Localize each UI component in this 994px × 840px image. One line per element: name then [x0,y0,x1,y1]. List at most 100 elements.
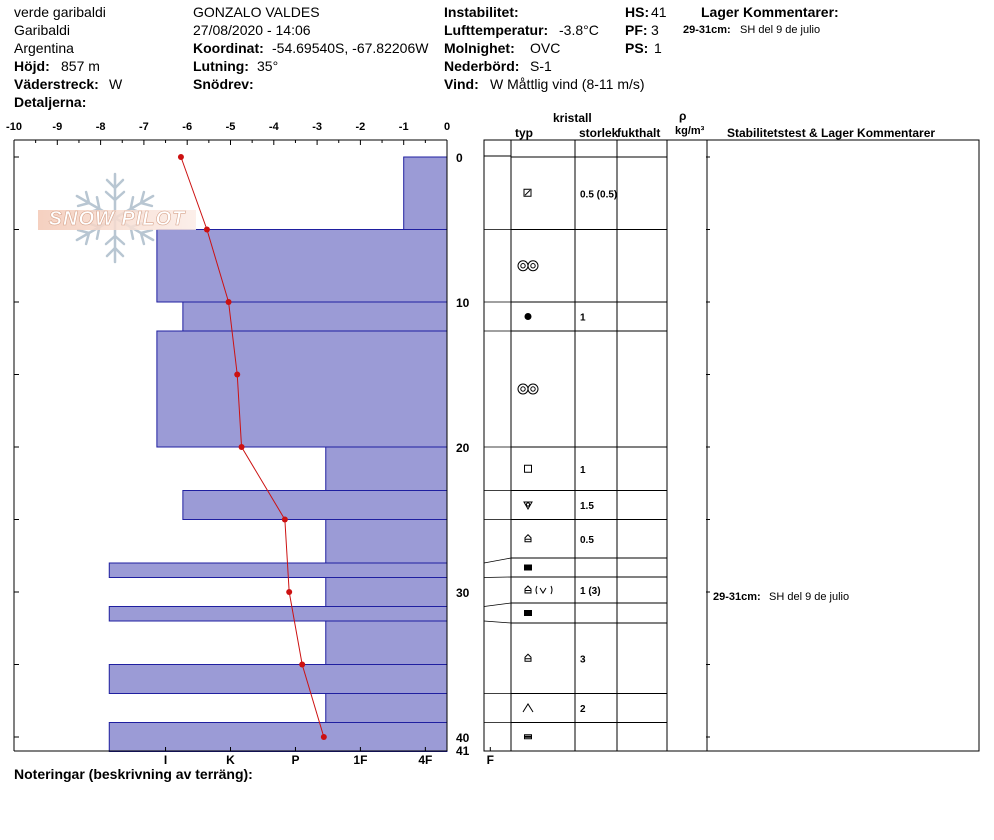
melt-forms-grain-icon [517,383,539,395]
temp-tick-label: 0 [444,121,450,133]
aspect-label: Väderstreck: [14,76,99,92]
hardness-bar [108,562,448,578]
aspect-value: W [109,76,123,92]
observer: GONZALO VALDES [193,4,320,20]
notes-label: Noteringar (beskrivning av terräng): [14,766,253,782]
hardness-tick-label: K [226,753,235,767]
hardness-bar [108,722,448,752]
precip-value: S-1 [530,58,552,74]
temperature-point [320,734,327,740]
grain-size-value: 3 [580,654,586,665]
location-name: verde garibaldi [14,4,106,20]
hardness-tick-label: P [291,753,299,767]
grain-size-value: 0.5 (0.5) [580,189,617,200]
temperature-point [299,661,306,668]
sky-value: OVC [530,40,561,56]
depth-tick-label: 40 [456,731,470,745]
depth-tick-label: 20 [456,441,470,455]
grain-size-value: 1 (3) [580,586,601,597]
layer-connector [483,620,512,624]
col-density: ρ [679,109,687,123]
temperature-point [281,516,288,523]
mixed-grain-icon [523,501,533,511]
temp-tick-label: -1 [399,121,409,133]
coordinates-value: -54.69540S, -67.82206W [272,40,429,56]
temperature-point [225,299,232,305]
temp-tick-label: -8 [96,121,106,133]
ps-label: PS: [625,40,649,56]
air-temp-value: -3.8°C [559,22,599,38]
hardness-bar [108,664,448,694]
col-density-unit: kg/m³ [675,125,705,137]
temp-tick-label: -6 [182,121,192,133]
layer-connector [483,576,512,578]
depth-tick-label: 41 [456,744,470,758]
temp-tick-label: -5 [226,121,236,133]
hardness-bar [325,519,448,564]
location-country: Argentina [14,40,74,56]
faceted-grain-icon [524,464,532,473]
faceted-on-rounded-grain-icon [523,188,532,197]
ice-hollow-grain-icon [524,734,532,740]
col-kristall: kristall [553,111,592,125]
depth-hoar-grain-icon [524,534,532,543]
hardness-bar [325,446,448,491]
temp-tick-label: -9 [52,121,62,133]
table-comment-text: SH del 9 de julio [769,591,850,603]
layer-table: 0.5 (0.5) 1 1 1.5 0.5 1 (3) 3 2 [483,139,980,752]
depth-tick-label: 10 [456,296,470,310]
temp-tick-label: -2 [356,121,366,133]
col-typ: typ [515,126,533,140]
ice-grain-icon [524,610,532,616]
grain-size-value: 2 [580,704,586,715]
wind-value: W Måttlig vind (8-11 m/s) [490,76,645,92]
depth-hoar-surface-hoar-grain-icon [524,585,553,595]
pf-label: PF: [625,22,648,38]
temperature-point [238,444,245,450]
col-storlek: storlek [579,126,619,140]
hardness-bar [325,577,448,607]
date-time: 27/08/2020 - 14:06 [193,22,311,38]
col-stability: Stabilitetstest & Lager Kommentarer [727,126,936,140]
hardness-tick-label: 1F [353,753,367,767]
layer-comment-text: SH del 9 de julio [740,24,821,36]
ice-grain-icon [524,564,532,571]
temp-tick-label: -7 [139,121,149,133]
hardness-bar [156,229,448,303]
hardness-tick-label: I [164,753,167,767]
sky-label: Molnighet: [444,40,515,56]
cup-grain-icon [522,703,534,713]
hardness-bar [182,490,448,520]
location-area: Garibaldi [14,22,71,38]
hardness-tick-label: 4F [418,753,432,767]
instability-label: Instabilitet: [444,4,519,20]
depth-tick-label: 30 [456,586,470,600]
temp-tick-label: -10 [6,121,22,133]
layer-connector [483,602,512,607]
hardness-bar [325,620,448,665]
hardness-bar [403,156,448,230]
temp-tick-label: -3 [312,121,322,133]
temperature-point [177,154,184,160]
grain-size-value: 1.5 [580,501,594,512]
elevation-label: Höjd: [14,58,50,74]
layer-comments-label: Lager Kommentarer: [701,4,839,20]
wind-label: Vind: [444,76,479,92]
ps-value: 1 [654,40,662,56]
hardness-tick-label: F [487,753,494,767]
layer-comment-depth: 29-31cm: [683,24,731,36]
slope-label: Lutning: [193,58,249,74]
pf-value: 3 [651,22,659,38]
hardness-bar [156,330,448,448]
hardness-bar [108,606,448,622]
details-label: Detaljerna: [14,94,87,110]
coordinates-label: Koordinat: [193,40,264,56]
temp-tick-label: -4 [269,121,280,133]
rounded-grain-icon [524,313,532,320]
depth-hoar-grain-icon [524,653,532,662]
melt-forms-grain-icon [517,260,539,272]
table-frame [483,139,980,752]
hardness-bar [325,693,448,723]
